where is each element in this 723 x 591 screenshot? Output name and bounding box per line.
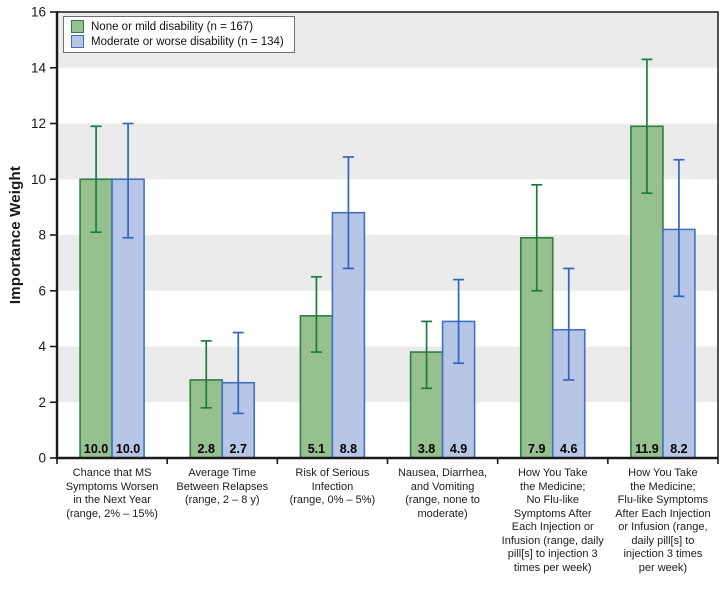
y-tick-label: 16: [31, 5, 46, 20]
x-axis-label: How You Take the Medicine; Flu-like Symp…: [615, 467, 711, 574]
y-tick-label: 14: [31, 60, 47, 75]
y-tick-label: 2: [38, 395, 46, 410]
legend-item-moderate-worse: Moderate or worse disability (n = 134): [71, 35, 284, 48]
x-axis-label: Risk of Serious Infection (range, 0% – 5…: [289, 467, 376, 506]
legend-label-moderate-worse: Moderate or worse disability (n = 134): [91, 35, 284, 48]
bar-value-label: 5.1: [308, 442, 325, 456]
bar-value-label: 4.9: [450, 442, 467, 456]
x-axis-label: Average Time Between Relapses (range, 2 …: [176, 467, 269, 506]
x-axis-label: How You Take the Medicine; No Flu-like S…: [501, 467, 604, 574]
y-tick-label: 10: [31, 172, 46, 187]
legend-swatch-green-icon: [71, 20, 84, 33]
y-tick-label: 0: [38, 451, 46, 466]
bar-value-label: 10.0: [84, 442, 108, 456]
y-tick-label: 8: [38, 228, 46, 243]
legend: None or mild disability (n = 167) Modera…: [63, 16, 295, 53]
bar-value-label: 7.9: [528, 442, 545, 456]
y-axis-title: Importance Weight: [7, 165, 24, 305]
legend-item-none-mild: None or mild disability (n = 167): [71, 20, 284, 33]
bar-value-label: 8.8: [340, 442, 357, 456]
x-axis-label: Nausea, Diarrhea, and Vomiting (range, n…: [397, 467, 488, 520]
bar-value-label: 10.0: [116, 442, 140, 456]
bar-value-label: 11.9: [635, 442, 659, 456]
bar-value-label: 4.6: [560, 442, 577, 456]
grid-band: [57, 123, 718, 180]
x-axis-label: Chance that MS Symptoms Worsen in the Ne…: [65, 467, 159, 520]
bar-value-label: 3.8: [418, 442, 435, 456]
grid-band: [57, 346, 718, 403]
y-tick-label: 6: [38, 283, 46, 298]
bar-value-label: 8.2: [670, 442, 687, 456]
bar-value-label: 2.8: [198, 442, 215, 456]
y-tick-label: 12: [31, 116, 46, 131]
legend-swatch-blue-icon: [71, 35, 84, 48]
bar-value-label: 2.7: [230, 442, 247, 456]
grid-band: [57, 235, 718, 291]
y-tick-label: 4: [38, 339, 46, 354]
legend-label-none-mild: None or mild disability (n = 167): [91, 20, 254, 33]
